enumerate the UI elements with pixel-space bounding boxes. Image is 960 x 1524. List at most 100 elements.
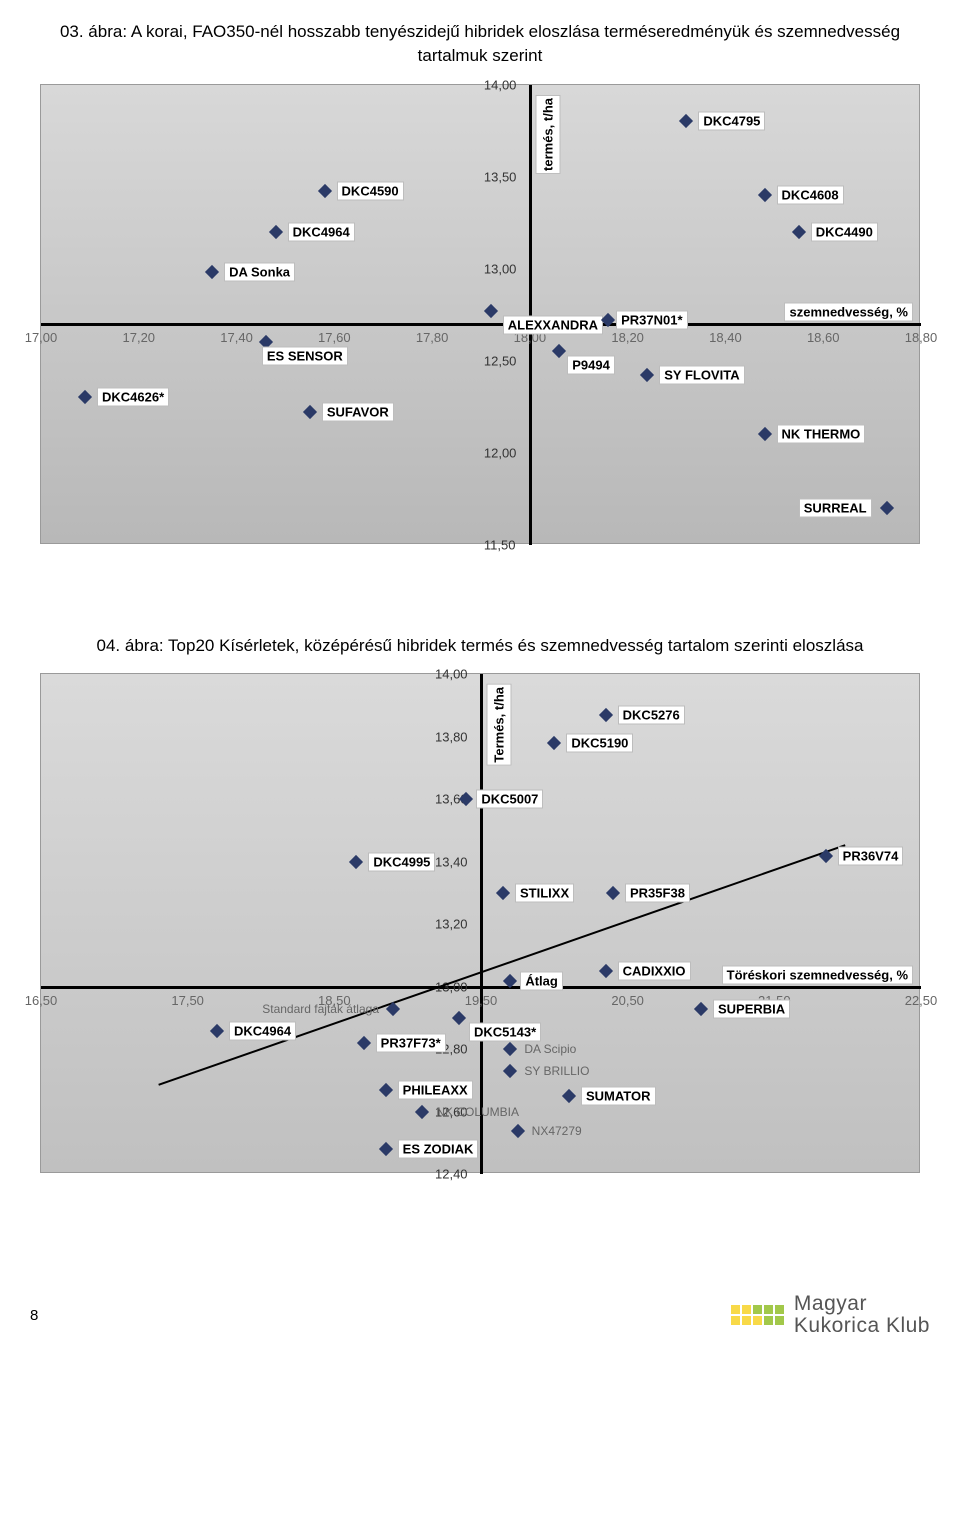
data-label: SY FLOVITA (659, 366, 744, 385)
chart2: 12,4012,6012,8013,0013,2013,4013,6013,80… (40, 673, 920, 1173)
logo-text: Magyar Kukorica Klub (794, 1293, 930, 1337)
x-axis-label: Töréskori szemnedvesség, % (722, 965, 913, 984)
x-tick: 18,60 (807, 330, 840, 345)
x-tick: 18,40 (709, 330, 742, 345)
data-point (496, 886, 510, 900)
data-label: SUPERBIA (713, 999, 790, 1018)
data-label: PR35F38 (625, 884, 690, 903)
data-point (819, 849, 833, 863)
x-tick: 16,50 (25, 993, 58, 1008)
data-label: DKC4964 (229, 1021, 296, 1040)
data-label: DA Sonka (224, 263, 295, 282)
data-point (452, 1011, 466, 1025)
data-label: DKC4626* (97, 388, 169, 407)
data-point (484, 304, 498, 318)
x-tick: 20,50 (611, 993, 644, 1008)
data-point (757, 188, 771, 202)
data-label: Átlag (520, 971, 563, 990)
data-point (792, 225, 806, 239)
data-point (317, 184, 331, 198)
data-label: NX47279 (528, 1123, 586, 1139)
y-tick: 11,50 (484, 537, 516, 552)
data-point (606, 886, 620, 900)
data-point (357, 1036, 371, 1050)
chart2-title: 04. ábra: Top20 Kísérletek, középérésű h… (40, 634, 920, 658)
x-tick: 17,50 (171, 993, 204, 1008)
y-tick: 12,50 (484, 353, 517, 368)
data-point (694, 1002, 708, 1016)
data-point (379, 1083, 393, 1097)
y-tick: 13,40 (435, 854, 468, 869)
x-tick: 19,50 (465, 993, 498, 1008)
data-label: DKC4608 (777, 185, 844, 204)
logo-icon (731, 1305, 784, 1325)
data-point (349, 855, 363, 869)
data-label: SY BRILLIO (520, 1063, 593, 1079)
data-label: PR36V74 (838, 846, 904, 865)
data-point (503, 1064, 517, 1078)
x-tick: 17,60 (318, 330, 351, 345)
data-point (205, 265, 219, 279)
data-point (379, 1142, 393, 1156)
data-label: DKC4490 (811, 222, 878, 241)
x-tick: 22,50 (905, 993, 938, 1008)
x-tick: 18,80 (905, 330, 938, 345)
y-axis-label: termés, t/ha (535, 95, 560, 174)
data-point (757, 427, 771, 441)
data-point (503, 1042, 517, 1056)
data-label: DKC4995 (368, 852, 435, 871)
data-label: DKC5276 (618, 706, 685, 725)
y-tick: 13,00 (435, 979, 468, 994)
logo-line2: Kukorica Klub (794, 1315, 930, 1337)
data-point (303, 405, 317, 419)
x-axis-label: szemnedvesség, % (784, 302, 913, 321)
data-label: DKC5190 (566, 734, 633, 753)
data-point (679, 114, 693, 128)
data-label: PHILEAXX (398, 1081, 473, 1100)
data-label: ALEXXANDRA (503, 315, 603, 334)
data-point (78, 390, 92, 404)
y-tick: 13,00 (484, 261, 517, 276)
data-label: PR37N01* (616, 311, 687, 330)
y-tick: 13,20 (435, 917, 468, 932)
data-label: SUMATOR (581, 1087, 656, 1106)
data-label: ES ZODIAK (398, 1140, 479, 1159)
data-point (562, 1089, 576, 1103)
footer: 8 Magyar Kukorica Klub (0, 1283, 960, 1337)
data-label: PR37F73* (376, 1034, 446, 1053)
data-label: DA Scipio (520, 1041, 580, 1057)
data-label: SUFAVOR (322, 403, 394, 422)
x-tick: 18,20 (611, 330, 644, 345)
y-tick: 12,00 (484, 445, 517, 460)
data-point (415, 1105, 429, 1119)
data-label: STILIXX (515, 884, 574, 903)
y-tick: 13,50 (484, 169, 517, 184)
data-point (269, 225, 283, 239)
data-label: NK COLUMBIA (432, 1104, 523, 1120)
y-tick: 13,80 (435, 729, 468, 744)
x-tick: 17,20 (122, 330, 155, 345)
data-label: SURREAL (799, 498, 872, 517)
data-label: DKC5007 (476, 790, 543, 809)
y-tick: 14,00 (484, 77, 517, 92)
data-label: DKC4590 (337, 182, 404, 201)
x-tick: 17,80 (416, 330, 449, 345)
data-point (210, 1024, 224, 1038)
data-label: ES SENSOR (262, 347, 348, 366)
chart1-title: 03. ábra: A korai, FAO350-nél hosszabb t… (40, 20, 920, 68)
data-point (599, 964, 613, 978)
data-label: Standard fajták átlaga (258, 1001, 383, 1017)
x-tick: 17,40 (220, 330, 253, 345)
data-label: DKC4795 (698, 112, 765, 131)
x-tick: 17,00 (25, 330, 58, 345)
logo-line1: Magyar (794, 1293, 930, 1315)
data-point (552, 344, 566, 358)
y-tick: 14,00 (435, 667, 468, 682)
page-number: 8 (30, 1307, 38, 1324)
y-axis-label: Termés, t/ha (487, 684, 512, 766)
data-label: CADIXXIO (618, 962, 691, 981)
data-point (599, 708, 613, 722)
data-label: DKC5143* (469, 1023, 541, 1042)
chart1: 11,5012,0012,5013,0013,5014,0017,0017,20… (40, 84, 920, 544)
data-point (386, 1002, 400, 1016)
